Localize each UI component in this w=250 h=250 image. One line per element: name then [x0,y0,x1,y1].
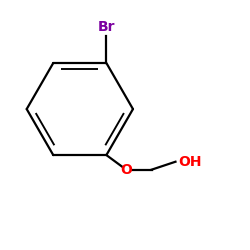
Text: OH: OH [178,155,202,169]
Text: Br: Br [98,20,115,34]
Text: O: O [120,163,132,177]
